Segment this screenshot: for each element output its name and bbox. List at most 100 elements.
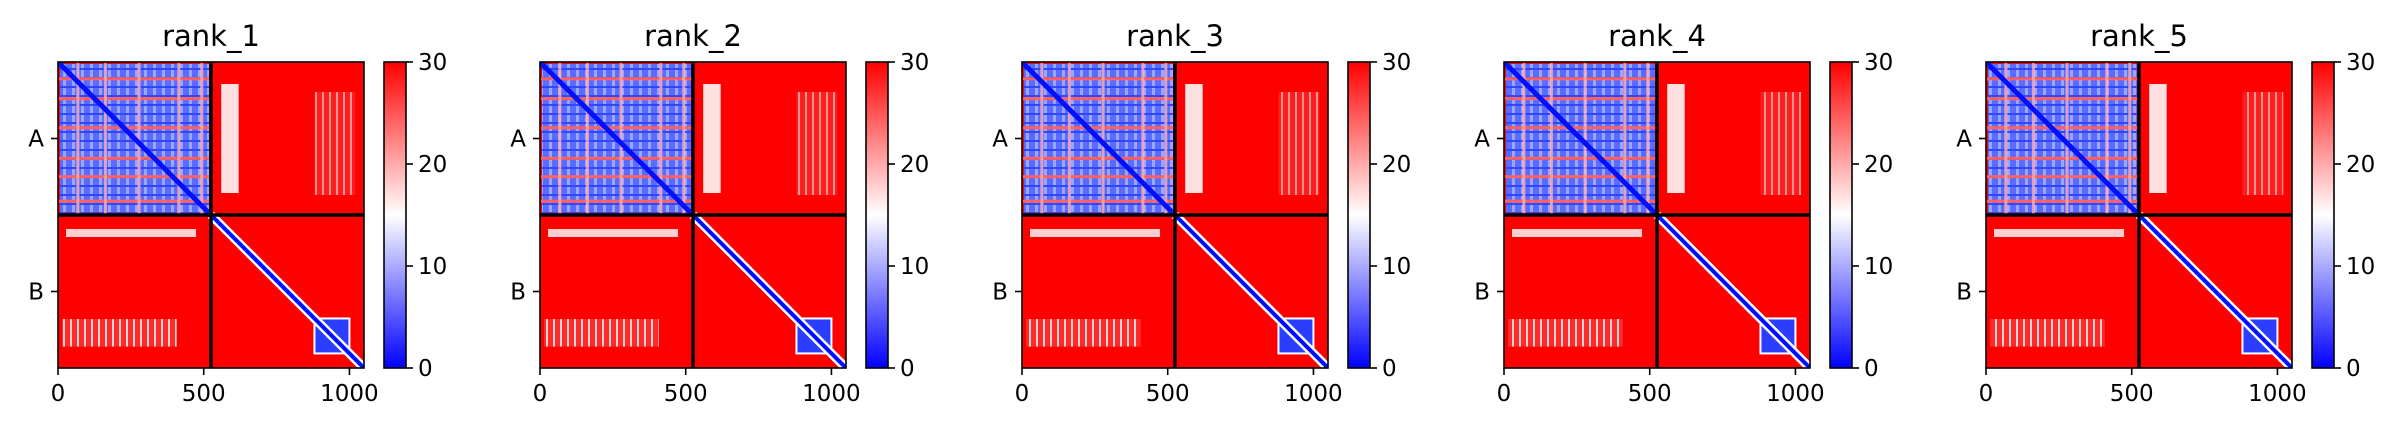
colorbar-frame (865, 61, 889, 369)
stripe-col (103, 62, 107, 215)
y-tick-label: B (28, 280, 44, 306)
diagonal-b (1655, 213, 1810, 368)
band-b-a-top (66, 229, 197, 237)
x-tick-label: 500 (2110, 381, 2154, 407)
stripe-row (1022, 175, 1175, 179)
stripe-row (1022, 77, 1175, 81)
y-tick-label: B (992, 280, 1008, 306)
stripe-col (1549, 62, 1553, 215)
diagonal-a (1504, 62, 1659, 217)
band-a-b (1185, 84, 1203, 193)
panel-title: rank_4 (1608, 19, 1706, 53)
x-tick-label: 0 (1979, 381, 1994, 407)
colorbar-tick-label: 0 (2346, 356, 2361, 382)
colorbar-frame (383, 61, 407, 369)
colorbar-frame (2311, 61, 2335, 369)
stripe-row (540, 126, 693, 130)
stripe-col (76, 62, 80, 215)
band-a-b (1667, 84, 1685, 193)
stripe-row (1986, 156, 2139, 160)
colorbar-tick-label: 10 (900, 254, 929, 280)
x-tick-label: 1000 (802, 381, 861, 407)
stripe-row (1986, 175, 2139, 179)
texture-a-b (314, 92, 356, 195)
texture-a-b (2242, 92, 2284, 195)
stripe-row (1022, 199, 1175, 203)
colorbar-tick-label: 10 (1382, 254, 1411, 280)
stripe-row (58, 126, 211, 130)
y-tick-label: B (1474, 280, 1490, 306)
stripe-col (1040, 62, 1044, 215)
stripe-col (200, 62, 204, 215)
y-tick-label: A (1956, 127, 1972, 153)
stripe-row (1986, 77, 2139, 81)
colorbar-tick-label: 30 (1382, 50, 1411, 76)
stripe-row (1986, 97, 2139, 101)
colorbar-gradient (384, 62, 406, 368)
stripe-row (58, 77, 211, 81)
stripe-col (2128, 62, 2132, 215)
diagonal-b (209, 213, 364, 368)
y-tick-label: A (510, 127, 526, 153)
colorbar-tick-label: 30 (2346, 50, 2375, 76)
colorbar: 0 10 20 30 (1347, 50, 1411, 382)
heatmap-panel-2: rank_2 0 500 1000 A B 0 10 20 30 (510, 19, 929, 407)
texture-a-b (1278, 92, 1320, 195)
colorbar-tick-label: 0 (1382, 356, 1397, 382)
x-tick-label: 1000 (1284, 381, 1343, 407)
heatmap-panel-5: rank_5 0 500 1000 A B 0 10 20 30 (1956, 19, 2375, 407)
panel-title: rank_2 (644, 19, 742, 53)
colorbar-tick-label: 0 (418, 356, 433, 382)
stripe-col (2004, 62, 2008, 215)
stripe-row (540, 175, 693, 179)
colorbar-gradient (1830, 62, 1852, 368)
plot-frame (1021, 61, 1329, 369)
band-b-a-top (548, 229, 679, 237)
colorbar-gradient (1348, 62, 1370, 368)
stripe-col (1623, 62, 1627, 215)
stripe-row (1504, 126, 1657, 130)
x-tick-label: 1000 (1766, 381, 1825, 407)
colorbar-tick-label: 20 (2346, 152, 2375, 178)
stripe-col (1101, 62, 1105, 215)
stripe-col (558, 62, 562, 215)
stripe-row (1022, 97, 1175, 101)
stripe-col (137, 62, 141, 215)
stripe-row (1986, 199, 2139, 203)
stripe-col (1646, 62, 1650, 215)
stripe-col (1164, 62, 1168, 215)
plot-frame (1503, 61, 1811, 369)
band-b-a-top (1994, 229, 2125, 237)
band-b-a-top (1030, 229, 1161, 237)
stripe-col (177, 62, 181, 215)
texture-a-b (1760, 92, 1802, 195)
band-b-a-bottom (544, 319, 659, 347)
band-b-a-bottom (1026, 319, 1141, 347)
colorbar: 0 10 20 30 (2311, 50, 2375, 382)
stripe-row (540, 77, 693, 81)
stripe-col (1583, 62, 1587, 215)
x-tick-label: 500 (182, 381, 226, 407)
diagonal-a (1986, 62, 2141, 217)
band-b-a-bottom (62, 319, 177, 347)
stripe-col (619, 62, 623, 215)
y-tick-label: B (510, 280, 526, 306)
band-a-b (703, 84, 721, 193)
colorbar: 0 10 20 30 (865, 50, 929, 382)
heatmap-panel-3: rank_3 0 500 1000 A B 0 10 20 30 (992, 19, 1411, 407)
stripe-row (1504, 199, 1657, 203)
colorbar-tick-label: 30 (1864, 50, 1893, 76)
colorbar-tick-label: 0 (900, 356, 915, 382)
colorbar-frame (1829, 61, 1853, 369)
y-tick-label: A (28, 127, 44, 153)
stripe-col (1141, 62, 1145, 215)
colorbar-tick-label: 20 (418, 152, 447, 178)
stripe-col (1067, 62, 1071, 215)
heatmap-panel-1: rank_1 0 500 1000 A B 0 10 20 30 (28, 19, 447, 407)
x-tick-label: 500 (1146, 381, 1190, 407)
texture-a-b (796, 92, 838, 195)
colorbar-tick-label: 0 (1864, 356, 1879, 382)
stripe-row (540, 199, 693, 203)
colorbar-tick-label: 20 (900, 152, 929, 178)
plot-frame (57, 61, 365, 369)
